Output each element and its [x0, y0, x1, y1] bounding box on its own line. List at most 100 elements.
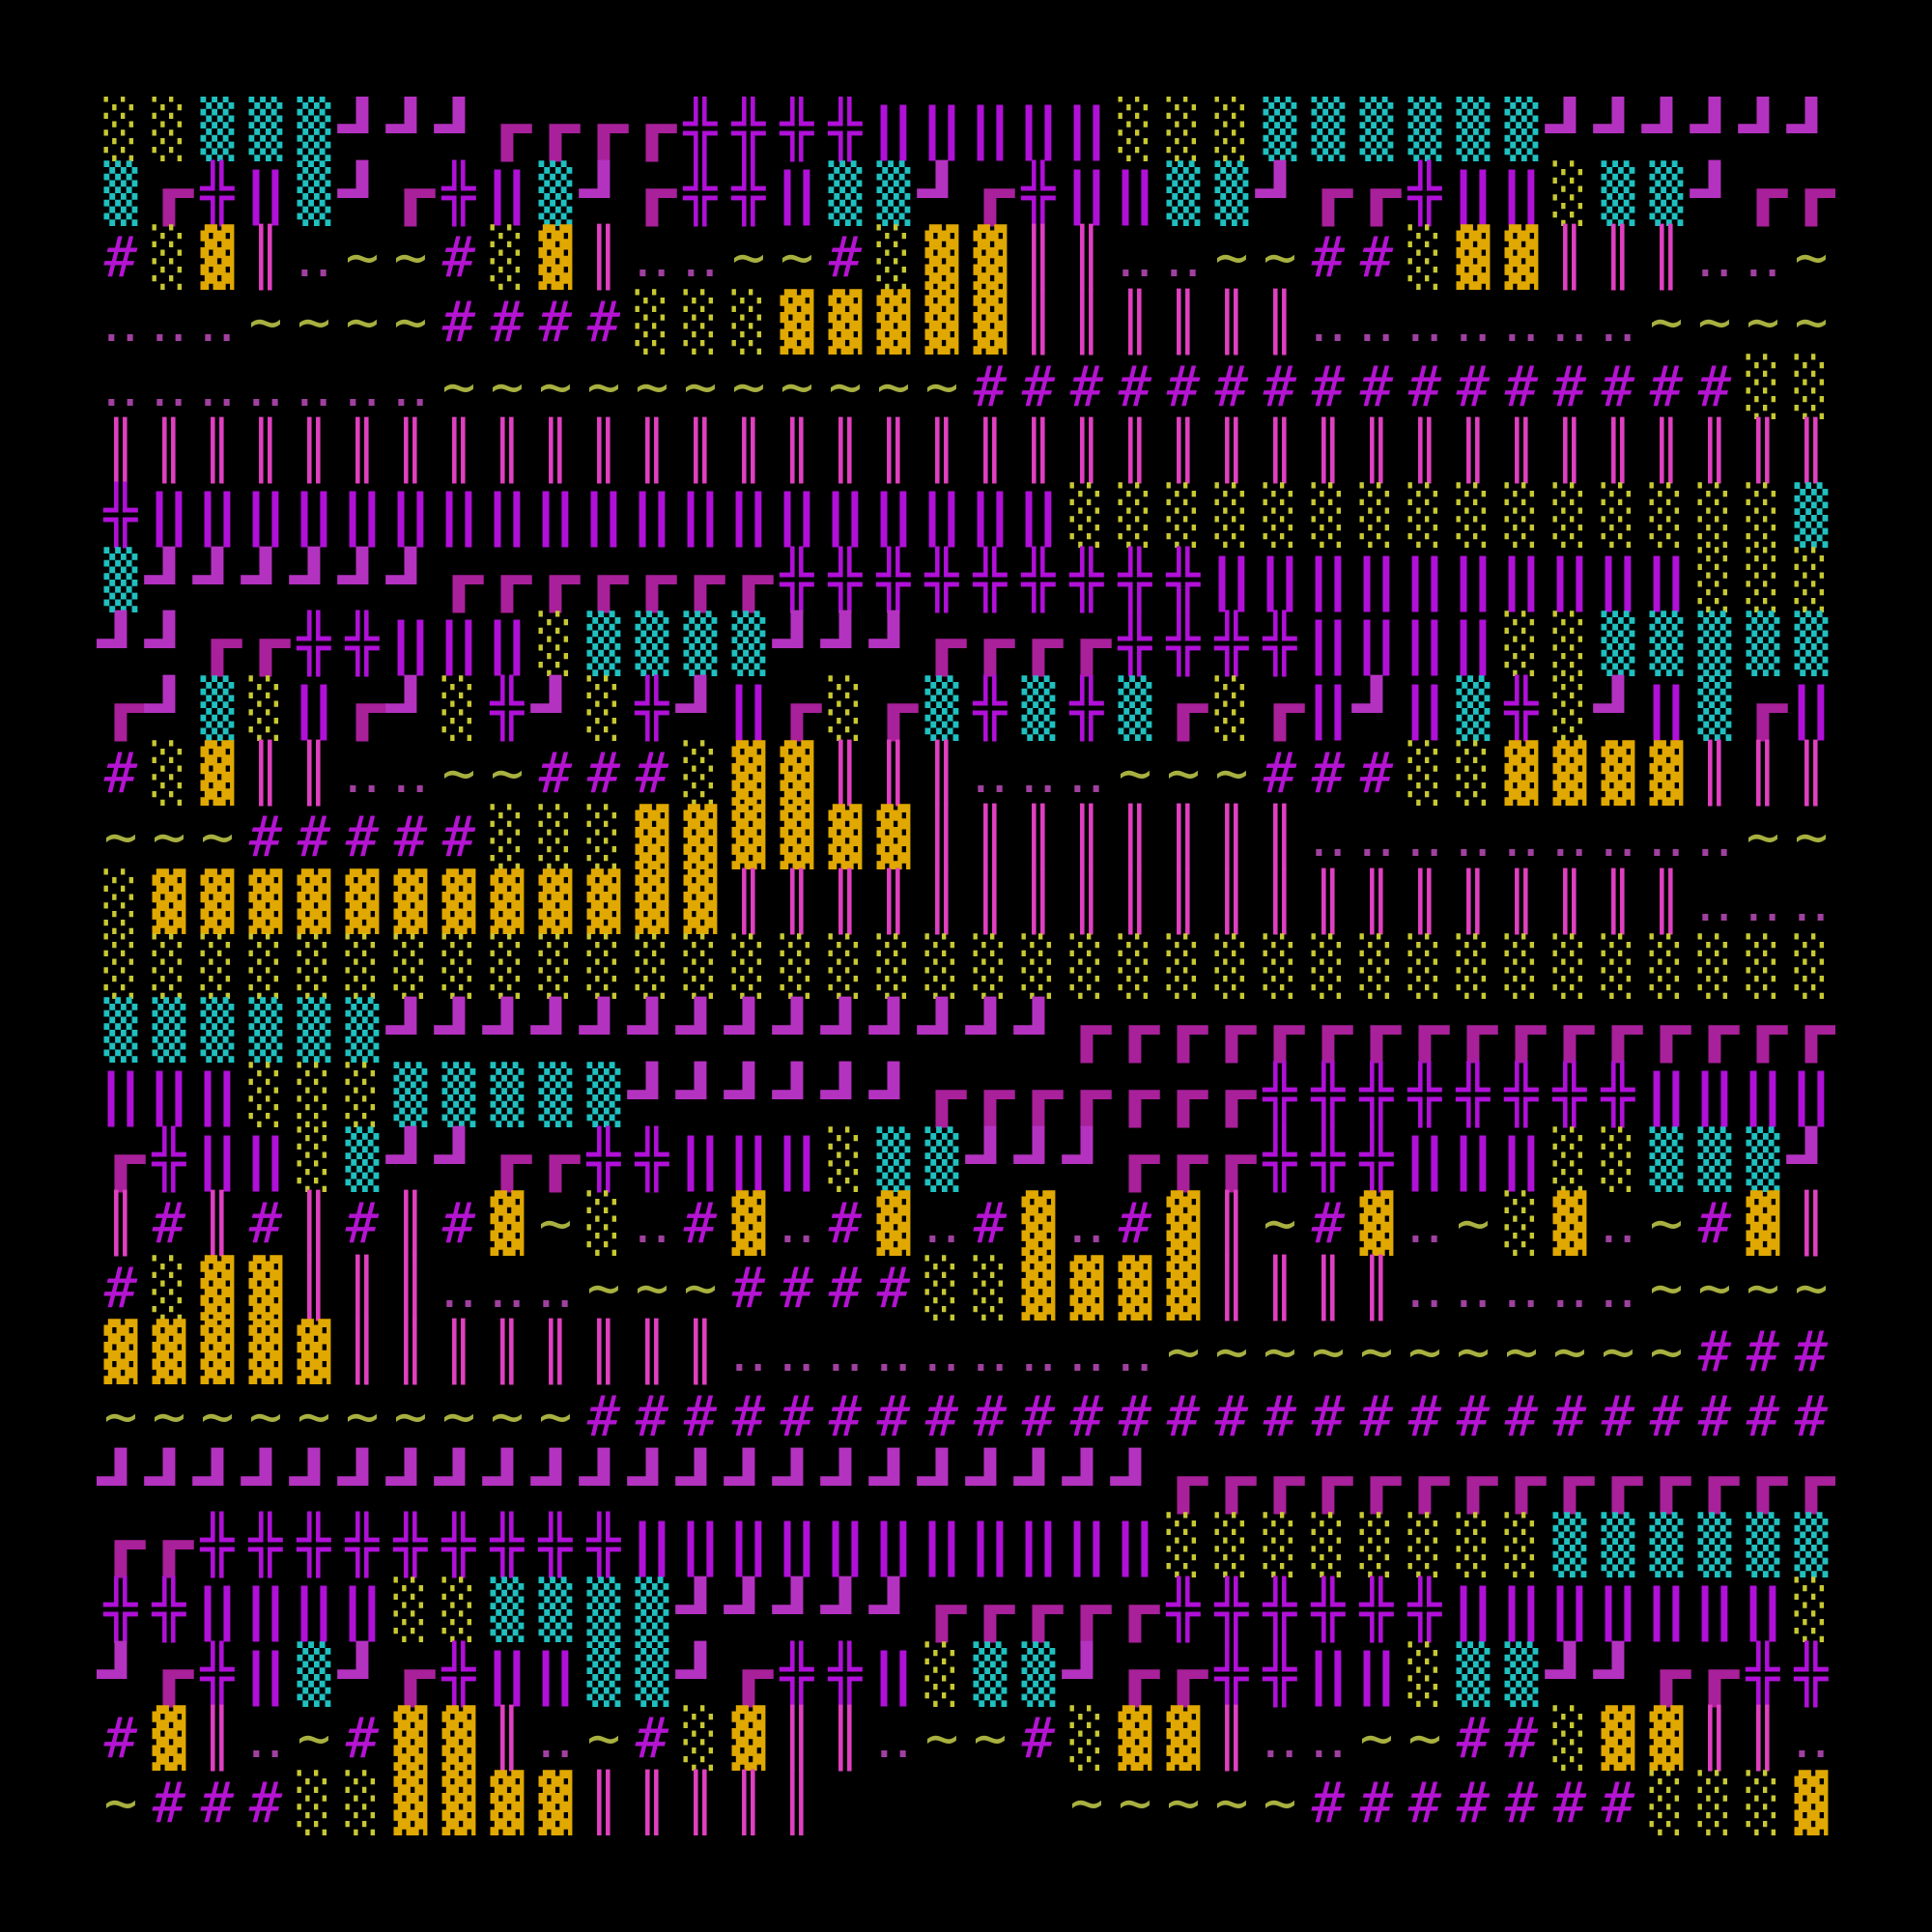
- tilde-cell: ~: [103, 1383, 138, 1450]
- light-shade-cell: ░: [1552, 1125, 1587, 1192]
- light-shade-cell: ░: [635, 288, 669, 355]
- wide-bars-cell: ‖: [483, 159, 531, 226]
- light-shade-cell: ░: [393, 932, 428, 999]
- double-bar-cell: ║: [1649, 224, 1684, 291]
- hash-cell: #: [1552, 1383, 1587, 1450]
- wide-bars-cell: ‖: [1352, 546, 1401, 612]
- double-bar-cell: ║: [490, 417, 525, 484]
- double-cross-cell: ╬: [103, 481, 138, 548]
- double-cross-cell: ╬: [1407, 1061, 1442, 1127]
- dark-shade-cell: ▓: [441, 1770, 476, 1835]
- double-bar-cell: ║: [200, 1190, 235, 1257]
- glyph-row: ~ ~ ~ # # # # # ░ ░ ░ ▓ ▓ ▓ ▓ ▓ ▓ ║ ║ ║ ║ ║ ║ ║ ║ ‥ ‥ ‥ ‥ ‥ ‥ ‥ ‥ ‥ ~ ~: [97, 805, 1835, 869]
- hash-cell: #: [152, 1190, 186, 1257]
- wide-bars-cell: ‖: [1497, 159, 1546, 226]
- hash-cell: #: [1504, 353, 1539, 419]
- double-bar-cell: ║: [1359, 1254, 1394, 1321]
- tilde-cell: ~: [780, 353, 814, 419]
- corner-top-left-cell: ┏: [580, 97, 628, 161]
- dots-cell: ‥: [1067, 739, 1106, 806]
- hash-cell: #: [731, 1254, 766, 1321]
- double-cross-cell: ╬: [1311, 1125, 1346, 1192]
- dots-cell: ‥: [295, 224, 333, 291]
- dots-cell: ‥: [1309, 1705, 1348, 1772]
- double-cross-cell: ╬: [1456, 1061, 1491, 1127]
- double-cross-cell: ╬: [1311, 1061, 1346, 1127]
- light-shade-cell: ░: [248, 932, 283, 999]
- light-shade-cell: ░: [490, 804, 525, 870]
- double-bar-cell: ║: [1263, 288, 1297, 355]
- light-shade-cell: ░: [538, 611, 573, 677]
- double-bar-cell: ║: [1746, 417, 1780, 484]
- wide-bars-cell: ‖: [435, 481, 483, 548]
- tilde-cell: ~: [345, 224, 380, 291]
- hash-cell: #: [1263, 353, 1297, 419]
- hash-cell: #: [1456, 1383, 1491, 1450]
- tilde-cell: ~: [635, 353, 669, 419]
- dark-shade-cell: ▓: [490, 1190, 525, 1257]
- glyph-row: ░ ▓ ▓ ▓ ▓ ▓ ▓ ▓ ▓ ▓ ▓ ▓ ▓ ║ ║ ║ ║ ║ ║ ║ ║ ║ ║ ║ ║ ║ ║ ║ ║ ║ ║ ║ ║ ‥ ‥ ‥: [97, 869, 1835, 934]
- hash-cell: #: [973, 353, 1008, 419]
- double-cross-cell: ╬: [1263, 1125, 1297, 1192]
- tilde-cell: ~: [1359, 1705, 1394, 1772]
- double-bar-cell: ║: [924, 417, 959, 484]
- double-cross-cell: ╬: [1359, 1061, 1394, 1127]
- tilde-cell: ~: [393, 288, 428, 355]
- tilde-cell: ~: [248, 1383, 283, 1450]
- dots-cell: ‥: [1647, 804, 1686, 870]
- tilde-cell: ~: [1649, 288, 1684, 355]
- blank-cell: [966, 1771, 1014, 1835]
- tilde-cell: ~: [345, 1383, 380, 1450]
- tilde-cell: ~: [200, 1383, 235, 1450]
- corner-top-left-cell: ┏: [435, 546, 483, 612]
- wide-bars-cell: ‖: [1304, 674, 1352, 741]
- glyph-row: # ░ ▓ ║ ‥ ~ ~ # ░ ▓ ║ ‥ ‥ ~ ~ # ░ ▓ ▓ ║ ║ ‥ ‥ ~ ~ # # ░ ▓ ▓ ║ ║ ║ ‥ ‥ ~: [97, 225, 1835, 290]
- medium-shade-cell: ▒: [635, 611, 669, 677]
- light-shade-cell: ░: [1601, 1125, 1635, 1192]
- dots-cell: ‥: [1019, 739, 1058, 806]
- medium-shade-cell: ▒: [103, 546, 138, 612]
- corner-top-left-cell: ┏: [1739, 159, 1787, 226]
- double-bar-cell: ║: [297, 417, 331, 484]
- wide-bars-cell: ‖: [242, 159, 290, 226]
- dots-cell: ‥: [1599, 1190, 1637, 1257]
- dots-cell: ‥: [101, 353, 140, 419]
- tilde-cell: ~: [683, 353, 718, 419]
- dots-cell: ‥: [1550, 804, 1589, 870]
- hash-cell: #: [1359, 224, 1394, 291]
- tilde-cell: ~: [1504, 1319, 1539, 1385]
- double-bar-cell: ║: [1069, 224, 1104, 291]
- light-shade-cell: ░: [828, 1125, 863, 1192]
- wide-bars-cell: ‖: [1787, 1061, 1835, 1127]
- corner-bottom-right-cell: ┛: [1690, 97, 1739, 161]
- double-cross-cell: ╬: [441, 1512, 476, 1578]
- double-bar-cell: ║: [635, 417, 669, 484]
- double-bar-cell: ║: [393, 417, 428, 484]
- medium-shade-cell: ▒: [200, 997, 235, 1064]
- light-shade-cell: ░: [683, 1705, 718, 1772]
- light-shade-cell: ░: [103, 932, 138, 999]
- hash-cell: #: [1697, 1319, 1732, 1385]
- light-shade-cell: ░: [1456, 1512, 1491, 1578]
- light-shade-cell: ░: [345, 1770, 380, 1835]
- double-bar-cell: ║: [1746, 739, 1780, 806]
- light-shade-cell: ░: [1552, 674, 1587, 741]
- wide-bars-cell: ‖: [580, 481, 628, 548]
- double-bar-cell: ║: [1794, 417, 1829, 484]
- tilde-cell: ~: [1794, 224, 1829, 291]
- double-cross-cell: ╬: [683, 97, 718, 161]
- tilde-cell: ~: [1118, 739, 1152, 806]
- double-bar-cell: ║: [393, 1190, 428, 1257]
- dots-cell: ‥: [1357, 288, 1396, 355]
- tilde-cell: ~: [490, 353, 525, 419]
- double-bar-cell: ║: [538, 1319, 573, 1385]
- light-shade-cell: ░: [1552, 932, 1587, 999]
- wide-bars-cell: ‖: [193, 481, 242, 548]
- light-shade-cell: ░: [1601, 932, 1635, 999]
- medium-shade-cell: ▒: [1504, 97, 1539, 161]
- light-shade-cell: ░: [1069, 932, 1104, 999]
- double-bar-cell: ║: [1456, 867, 1491, 934]
- double-bar-cell: ║: [393, 1254, 428, 1321]
- light-shade-cell: ░: [1794, 353, 1829, 419]
- glyph-row: ▓ ▓ ▓ ▓ ▓ ║ ║ ║ ║ ║ ║ ║ ║ ‥ ‥ ‥ ‥ ‥ ‥ ‥ ‥ ‥ ~ ~ ~ ~ ~ ~ ~ ~ ~ ~ ~ # # #: [97, 1320, 1835, 1384]
